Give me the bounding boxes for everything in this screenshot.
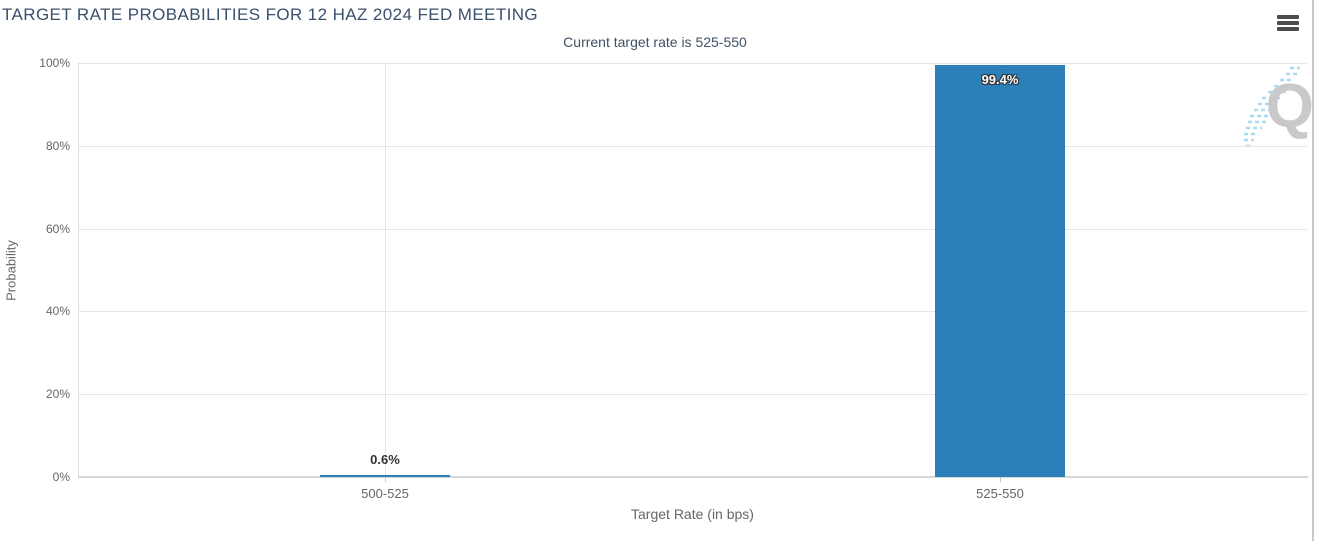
y-axis-tick-label: 100% — [39, 56, 70, 70]
y-axis-tick-label: 40% — [45, 304, 70, 318]
y-gridline — [78, 394, 1307, 395]
x-axis-title: Target Rate (in bps) — [631, 506, 754, 522]
y-gridline — [78, 146, 1307, 147]
chart-title: TARGET RATE PROBABILITIES FOR 12 HAZ 202… — [2, 5, 539, 24]
x-axis-tick — [385, 477, 386, 482]
hamburger-menu-icon — [1277, 21, 1299, 25]
y-axis-title: Probability — [3, 240, 19, 301]
container-right-border — [1312, 0, 1314, 541]
watermark-speedlines-icon — [1244, 66, 1300, 148]
y-axis-tick-label: 60% — [45, 222, 70, 236]
x-axis-category-label: 500-525 — [361, 486, 409, 501]
hamburger-menu-icon — [1277, 15, 1299, 19]
y-axis-tick-label: 20% — [45, 387, 70, 401]
bar-value-label: 0.6% — [370, 452, 400, 467]
x-gridline — [385, 63, 386, 477]
y-axis-tick-label: 80% — [45, 139, 70, 153]
probability-bar[interactable] — [935, 65, 1065, 477]
y-gridline — [78, 229, 1307, 230]
probability-bar[interactable] — [320, 474, 450, 477]
bar-value-label: 99.4% — [981, 72, 1019, 87]
hamburger-menu-icon — [1277, 27, 1299, 31]
x-axis-line — [78, 476, 1308, 478]
chart-subtitle: Current target rate is 525-550 — [563, 34, 747, 50]
y-axis-line — [78, 63, 79, 477]
y-gridline — [78, 63, 1307, 64]
x-axis-tick — [1000, 477, 1001, 482]
watermark-logo: Q — [1236, 64, 1316, 159]
x-axis-category-label: 525-550 — [976, 486, 1024, 501]
y-axis-tick-label: 0% — [52, 470, 70, 484]
y-gridline — [78, 311, 1307, 312]
chart-context-menu-button[interactable] — [1274, 11, 1302, 35]
watermark-q-icon: Q — [1265, 72, 1314, 141]
